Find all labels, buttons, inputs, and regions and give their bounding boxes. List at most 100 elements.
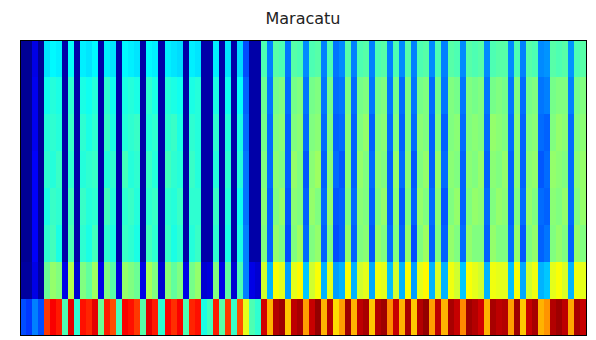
heatmap-cell bbox=[556, 261, 563, 298]
heatmap-cell bbox=[261, 114, 268, 151]
heatmap-cell bbox=[98, 261, 105, 298]
heatmap-cell bbox=[26, 224, 33, 261]
heatmap-cell bbox=[110, 77, 117, 114]
heatmap-cell bbox=[417, 188, 424, 225]
heatmap-cell bbox=[128, 114, 135, 151]
heatmap-cell bbox=[38, 151, 45, 188]
heatmap-cell bbox=[381, 188, 388, 225]
heatmap-cell bbox=[472, 261, 479, 298]
chart: Maracatu bbox=[0, 0, 596, 340]
heatmap-cell bbox=[225, 298, 232, 335]
heatmap-cell bbox=[514, 188, 521, 225]
heatmap-cell bbox=[538, 77, 545, 114]
heatmap-cell bbox=[556, 114, 563, 151]
heatmap-cell bbox=[399, 188, 406, 225]
heatmap-cell bbox=[291, 188, 298, 225]
heatmap-cell bbox=[38, 224, 45, 261]
heatmap-cell bbox=[231, 188, 238, 225]
heatmap-cell bbox=[532, 261, 539, 298]
heatmap-cell bbox=[496, 298, 503, 335]
heatmap-cell bbox=[273, 298, 280, 335]
heatmap-cell bbox=[526, 151, 533, 188]
heatmap-cell bbox=[321, 261, 328, 298]
heatmap-cell bbox=[562, 261, 569, 298]
heatmap-cell bbox=[363, 261, 370, 298]
heatmap-cell bbox=[448, 114, 455, 151]
heatmap-cell bbox=[357, 114, 364, 151]
heatmap-cell bbox=[195, 151, 202, 188]
heatmap-cell bbox=[423, 40, 430, 77]
chart-title: Maracatu bbox=[265, 9, 340, 28]
heatmap-cell bbox=[195, 261, 202, 298]
heatmap-cell bbox=[128, 188, 135, 225]
heatmap-cell bbox=[207, 151, 214, 188]
heatmap-cell bbox=[158, 40, 165, 77]
heatmap-cell bbox=[171, 151, 178, 188]
heatmap-cell bbox=[44, 261, 51, 298]
heatmap-cell bbox=[441, 40, 448, 77]
heatmap-cell bbox=[195, 188, 202, 225]
heatmap-cell bbox=[122, 261, 129, 298]
heatmap-cell bbox=[550, 261, 557, 298]
heatmap-cell bbox=[20, 40, 27, 77]
heatmap-cell bbox=[321, 188, 328, 225]
heatmap-cell bbox=[50, 224, 57, 261]
heatmap-cell bbox=[556, 77, 563, 114]
heatmap-cell bbox=[68, 188, 75, 225]
heatmap-cell bbox=[74, 188, 81, 225]
heatmap-cell bbox=[315, 298, 322, 335]
heatmap-cell bbox=[255, 188, 262, 225]
heatmap-cell bbox=[249, 188, 256, 225]
heatmap-cell bbox=[532, 298, 539, 335]
heatmap-cell bbox=[219, 40, 226, 77]
heatmap-cell bbox=[44, 114, 51, 151]
heatmap-cell bbox=[32, 77, 39, 114]
heatmap-cell bbox=[466, 77, 473, 114]
heatmap-cell bbox=[26, 298, 33, 335]
heatmap-cell bbox=[165, 114, 172, 151]
heatmap-cell bbox=[574, 40, 581, 77]
heatmap-cell bbox=[68, 298, 75, 335]
heatmap-cell bbox=[568, 188, 575, 225]
heatmap-cell bbox=[508, 298, 515, 335]
heatmap-cell bbox=[158, 151, 165, 188]
heatmap-cell bbox=[526, 114, 533, 151]
heatmap-cell bbox=[20, 114, 27, 151]
heatmap-cell bbox=[568, 77, 575, 114]
heatmap-cell bbox=[38, 77, 45, 114]
heatmap-cell bbox=[502, 298, 509, 335]
heatmap-cell bbox=[538, 114, 545, 151]
heatmap-cell bbox=[68, 40, 75, 77]
heatmap-cell bbox=[62, 261, 69, 298]
heatmap-cell bbox=[448, 224, 455, 261]
heatmap-cell bbox=[562, 188, 569, 225]
heatmap-cell bbox=[267, 40, 274, 77]
heatmap-cell bbox=[375, 40, 382, 77]
heatmap-cell bbox=[429, 261, 436, 298]
heatmap-cell bbox=[165, 298, 172, 335]
heatmap-cell bbox=[62, 77, 69, 114]
heatmap-cell bbox=[261, 188, 268, 225]
heatmap-cell bbox=[321, 298, 328, 335]
heatmap-cell bbox=[466, 261, 473, 298]
heatmap-cell bbox=[195, 298, 202, 335]
heatmap-cell bbox=[315, 188, 322, 225]
heatmap-cell bbox=[568, 298, 575, 335]
heatmap-cell bbox=[393, 151, 400, 188]
heatmap-cell bbox=[417, 261, 424, 298]
heatmap-cell bbox=[580, 261, 586, 298]
heatmap-cell bbox=[574, 188, 581, 225]
heatmap-cell bbox=[544, 151, 551, 188]
heatmap-cell bbox=[411, 188, 418, 225]
heatmap-cell bbox=[562, 40, 569, 77]
heatmap-cell bbox=[405, 151, 412, 188]
heatmap-cell bbox=[399, 40, 406, 77]
heatmap-cell bbox=[44, 298, 51, 335]
heatmap-cell bbox=[315, 40, 322, 77]
heatmap-cell bbox=[92, 151, 99, 188]
heatmap-cell bbox=[309, 114, 316, 151]
heatmap-cell bbox=[448, 151, 455, 188]
heatmap-cell bbox=[460, 40, 467, 77]
heatmap-cell bbox=[466, 151, 473, 188]
heatmap-cell bbox=[387, 151, 394, 188]
